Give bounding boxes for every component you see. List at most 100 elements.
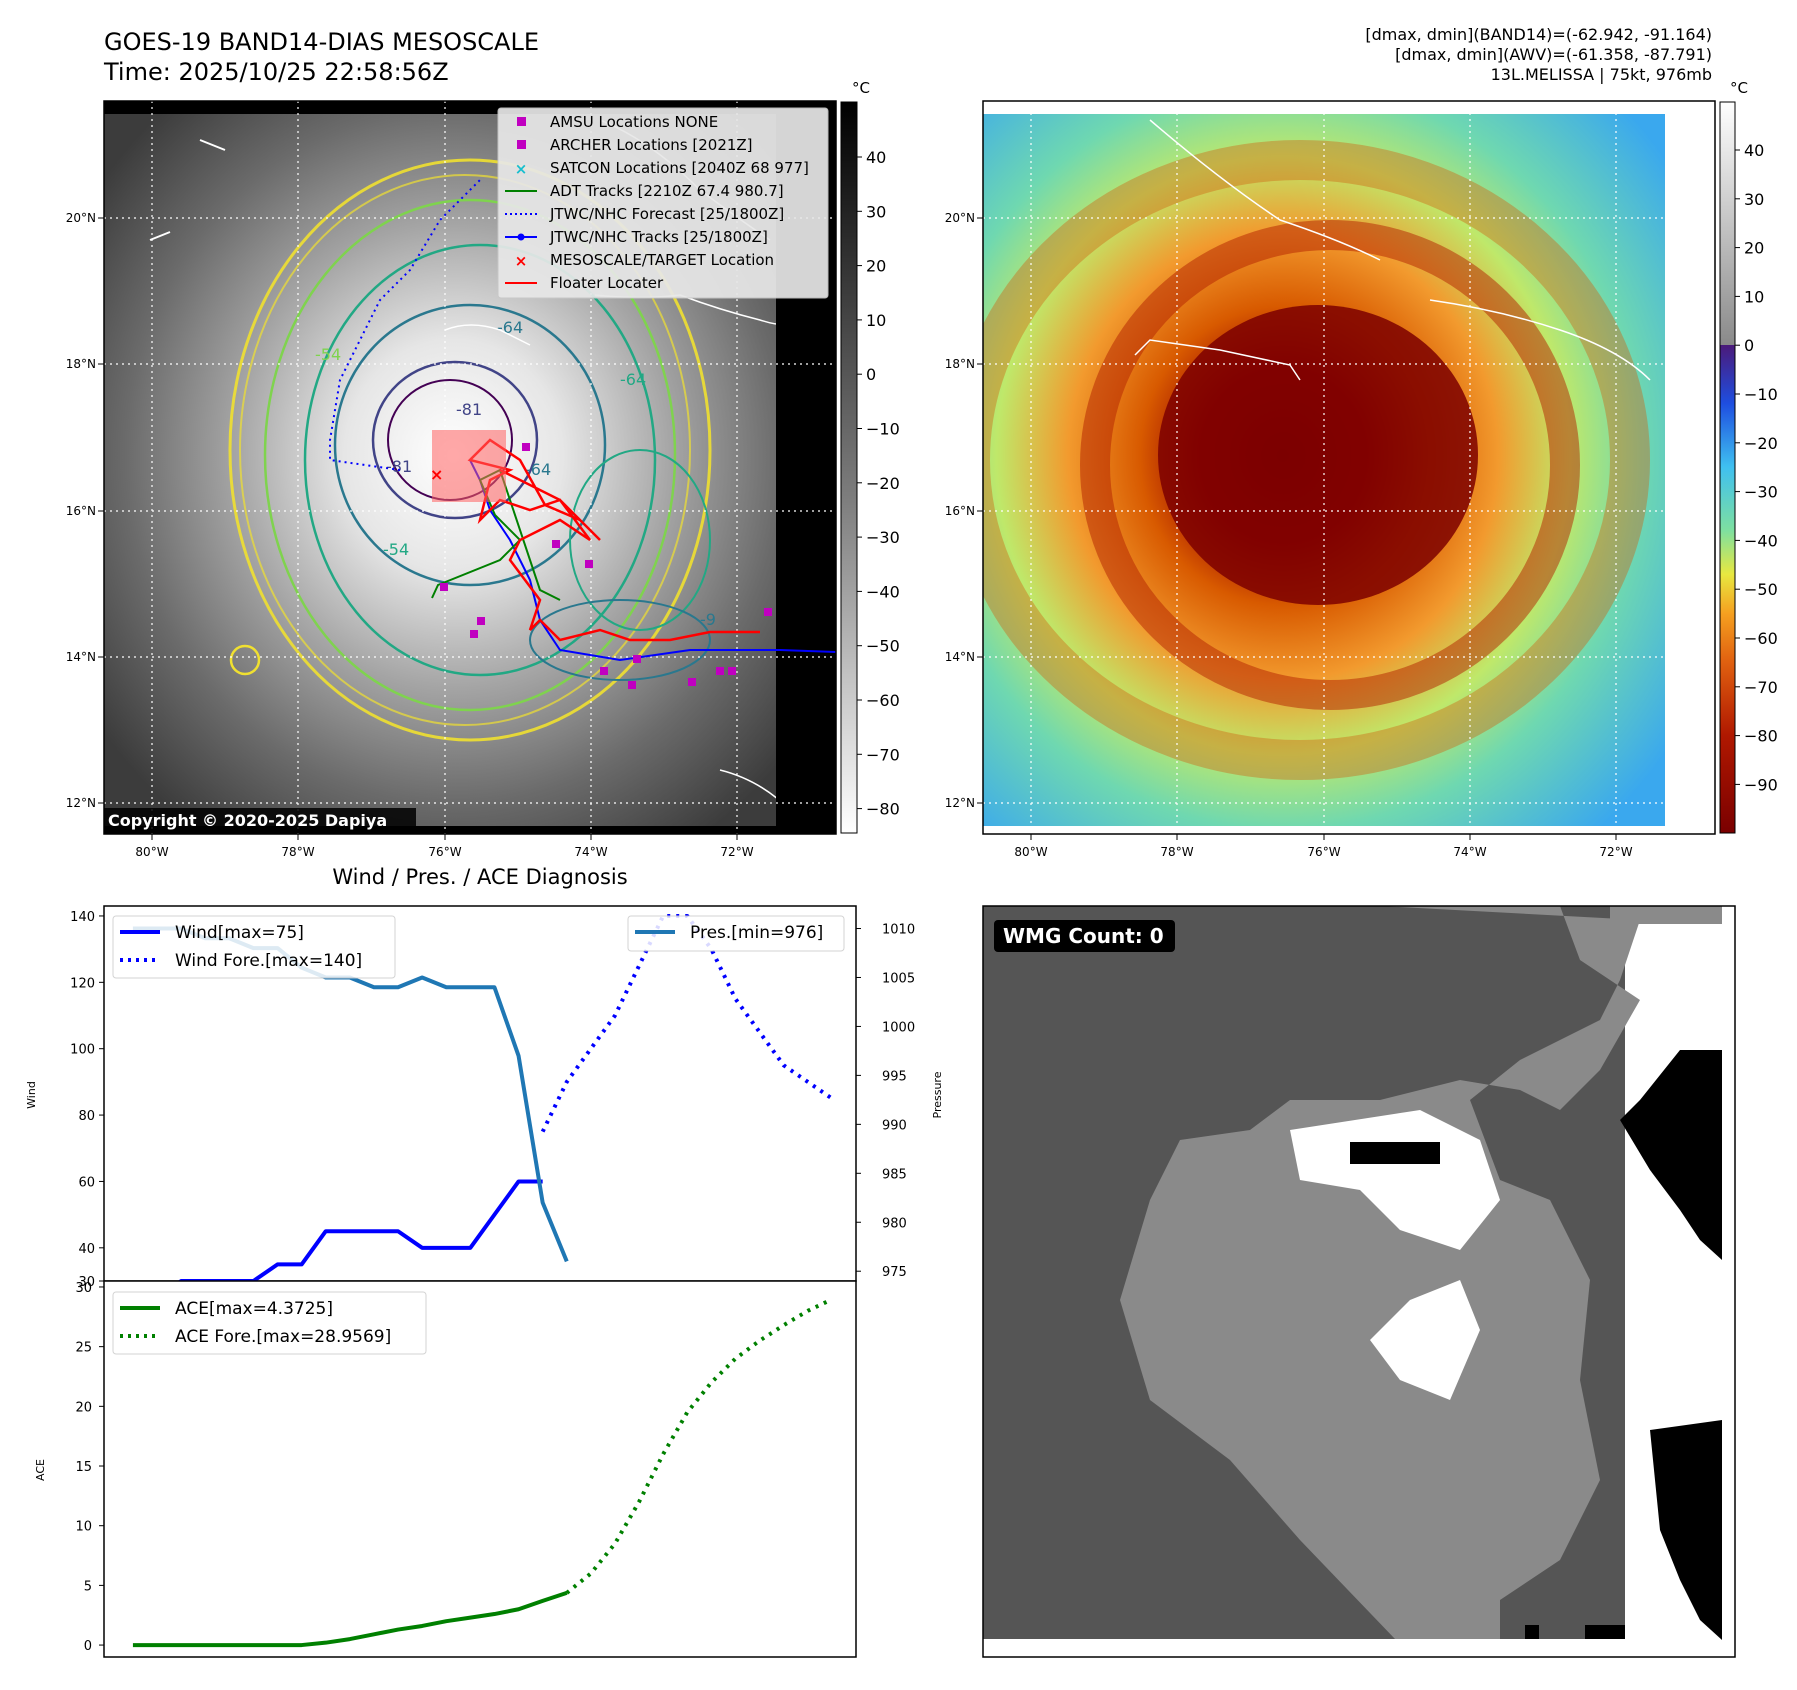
wmg-eye-region: [1290, 1110, 1500, 1250]
colorbar-tick-label: 40: [866, 148, 886, 167]
colorbar-tick-label: −50: [1744, 580, 1778, 599]
lat-tick-label: 16°N: [66, 504, 96, 518]
lon-tick-label: 76°W: [428, 845, 461, 859]
ace-tick-label: 25: [75, 1341, 92, 1356]
ir-map-ticks: 80°W 78°W 76°W 74°W 72°W 20°N 18°N 16°N 14°N 12°N: [66, 211, 754, 859]
lon-tick-label: 76°W: [1307, 845, 1340, 859]
lon-tick-label: 74°W: [1453, 845, 1486, 859]
contour-label: -81: [456, 400, 482, 419]
lon-tick-label: 72°W: [1599, 845, 1632, 859]
colorbar-tick-label: −80: [1744, 727, 1778, 746]
wmg-mid-region: [1120, 906, 1640, 1639]
pressure-axis-label: Pressure: [931, 1071, 944, 1118]
wmg-count-label: WMG Count: 0: [1003, 924, 1164, 948]
coastline-islands: [149, 139, 226, 241]
lon-tick-label: 78°W: [1160, 845, 1193, 859]
colorbar-tick-label: 10: [866, 311, 886, 330]
contour-label: -54: [383, 540, 409, 559]
lat-tick-label: 12°N: [66, 796, 96, 810]
lat-tick-label: 18°N: [66, 357, 96, 371]
ace-tick-label: 5: [84, 1579, 92, 1594]
colorbar-tick-label: −40: [1744, 531, 1778, 550]
colorbar-tick-label: −90: [1744, 775, 1778, 794]
lon-tick-label: 74°W: [574, 845, 607, 859]
floater-locater-track: [467, 438, 760, 642]
contour-blue: [333, 303, 607, 587]
lat-tick-label: 12°N: [945, 796, 975, 810]
awv-ring: [1080, 220, 1580, 710]
lat-tick-label: 14°N: [945, 650, 975, 664]
colorbar-tick-label: −10: [1744, 385, 1778, 404]
contour-blue-band: [529, 599, 711, 681]
wind-axis-label: Wind: [25, 1081, 38, 1109]
legend-marker-dot: [517, 233, 525, 241]
contour-label: -54: [315, 345, 341, 364]
awv-outer-band: [983, 140, 1650, 780]
colorbar-tick-label: 40: [1744, 141, 1764, 160]
figure-title: GOES-19 BAND14-DIAS MESOSCALE: [104, 28, 539, 56]
awv-colorbar: °C 40 30 20 10 0 −10 −20 −30 −40 −50 −60 −70 −80 −90: [1719, 79, 1778, 834]
ir-colorbar-unit: °C: [852, 79, 870, 97]
lat-tick-label: 20°N: [66, 211, 96, 225]
lon-tick-label: 80°W: [1014, 845, 1047, 859]
colorbar-tick-label: −70: [866, 745, 900, 764]
legend-marker: ×: [515, 160, 528, 178]
copyright-text: Copyright © 2020-2025 Dapiya: [108, 811, 387, 830]
colorbar-tick-label: −20: [1744, 434, 1778, 453]
lon-tick-label: 78°W: [281, 845, 314, 859]
ace-legend-entry: ACE[max=4.3725]: [175, 1299, 333, 1319]
ace-tick-label: 30: [75, 1281, 92, 1296]
colorbar-tick-label: 10: [1744, 287, 1764, 306]
diagnosis-title: Wind / Pres. / ACE Diagnosis: [332, 865, 627, 889]
colorbar-tick-label: −30: [1744, 483, 1778, 502]
awv-map-ticks: 80°W 78°W 76°W 74°W 72°W 20°N 18°N 16°N 14°N 12°N: [945, 211, 1633, 859]
awv-colorbar-unit: °C: [1730, 79, 1748, 97]
legend-entry-label: Floater Locater: [550, 274, 664, 292]
contour-teal: [303, 243, 657, 677]
wind-legend-entry: Wind[max=75]: [175, 923, 304, 943]
pressure-tick-label: 975: [882, 1265, 907, 1280]
colorbar-tick-label: −60: [1744, 629, 1778, 648]
contour-small-cell: [229, 644, 261, 676]
awv-core: [1158, 305, 1478, 605]
wind-tick-label: 80: [78, 1109, 95, 1124]
colorbar-tick-label: −20: [866, 474, 900, 493]
ir-map-panel: -64 -81 -81 -64 -64 -54 -54 -9: [103, 100, 837, 835]
lat-tick-label: 16°N: [945, 504, 975, 518]
pressure-tick-label: 1000: [882, 1020, 915, 1035]
ir-colorbar: °C 40 30 20 10 0 −10 −20 −30 −40 −50 −60 −70 −80: [840, 79, 900, 834]
contour-yellow-inner: [239, 174, 691, 726]
mesoscale-target-box: [432, 430, 506, 502]
info-awv: [dmax, dmin](AWV)=(-61.358, -87.791): [1395, 45, 1712, 64]
wind-tick-label: 30: [78, 1275, 95, 1290]
contour-label: -81: [386, 457, 412, 476]
contour-label: -9: [700, 610, 716, 629]
coastline-jamaica: [444, 324, 531, 346]
colorbar-tick-label: −60: [866, 691, 900, 710]
ace-tick-label: 20: [75, 1400, 92, 1415]
contour-green: [263, 198, 677, 712]
legend-marker: ×: [515, 252, 528, 270]
series-line: [132, 1591, 568, 1648]
wind-forecast-legend-entry: Wind Fore.[max=140]: [175, 951, 362, 971]
jtwc-forecast-track: [329, 179, 481, 471]
legend-marker: [517, 140, 526, 149]
lat-tick-label: 18°N: [945, 357, 975, 371]
target-marker: ×: [430, 465, 443, 484]
wmg-black-patch: [1350, 1142, 1440, 1164]
awv-map-panel: [982, 100, 1716, 835]
wind-tick-label: 120: [70, 976, 95, 991]
wmg-black-region-upper: [1620, 1050, 1722, 1260]
legend-marker: [517, 117, 526, 126]
ace-tick-label: 15: [75, 1460, 92, 1475]
colorbar-tick-label: 30: [866, 202, 886, 221]
wind-tick-label: 60: [78, 1175, 95, 1190]
colorbar-tick-label: 20: [866, 257, 886, 276]
colorbar-tick-label: 0: [1744, 336, 1754, 355]
pressure-tick-label: 990: [882, 1118, 907, 1133]
wmg-black-region-lower: [1650, 1420, 1722, 1640]
pressure-tick-label: 980: [882, 1216, 907, 1231]
pressure-tick-label: 995: [882, 1069, 907, 1084]
legend-entry-label: ARCHER Locations [2021Z]: [550, 136, 753, 154]
awv-coastline-cuba: [1149, 119, 1381, 261]
